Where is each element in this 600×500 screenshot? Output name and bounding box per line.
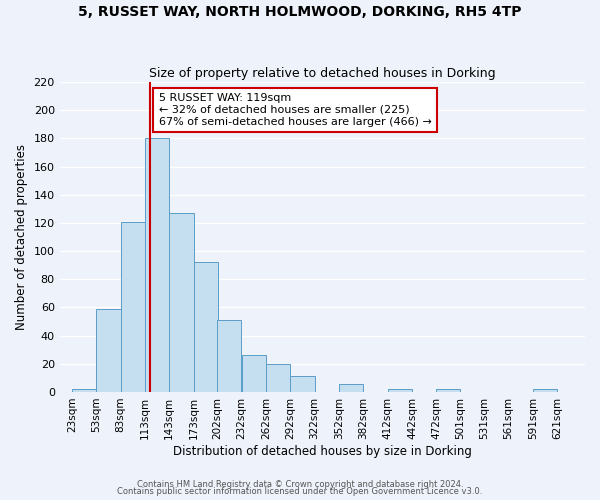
Bar [145,138,169,392]
Bar [242,356,266,392]
Bar [96,309,121,392]
Bar [533,389,557,392]
X-axis label: Distribution of detached houses by size in Dorking: Distribution of detached houses by size … [173,444,472,458]
Bar [169,213,194,392]
Bar [72,389,96,392]
Text: Contains HM Land Registry data © Crown copyright and database right 2024.: Contains HM Land Registry data © Crown c… [137,480,463,489]
Text: 5, RUSSET WAY, NORTH HOLMWOOD, DORKING, RH5 4TP: 5, RUSSET WAY, NORTH HOLMWOOD, DORKING, … [78,5,522,19]
Bar [217,320,241,392]
Bar [436,389,460,392]
Bar [388,389,412,392]
Y-axis label: Number of detached properties: Number of detached properties [15,144,28,330]
Title: Size of property relative to detached houses in Dorking: Size of property relative to detached ho… [149,66,496,80]
Bar [121,222,145,392]
Bar [266,364,290,392]
Bar [194,262,218,392]
Text: 5 RUSSET WAY: 119sqm
← 32% of detached houses are smaller (225)
67% of semi-deta: 5 RUSSET WAY: 119sqm ← 32% of detached h… [159,94,431,126]
Text: Contains public sector information licensed under the Open Government Licence v3: Contains public sector information licen… [118,487,482,496]
Bar [339,384,364,392]
Bar [290,376,314,392]
